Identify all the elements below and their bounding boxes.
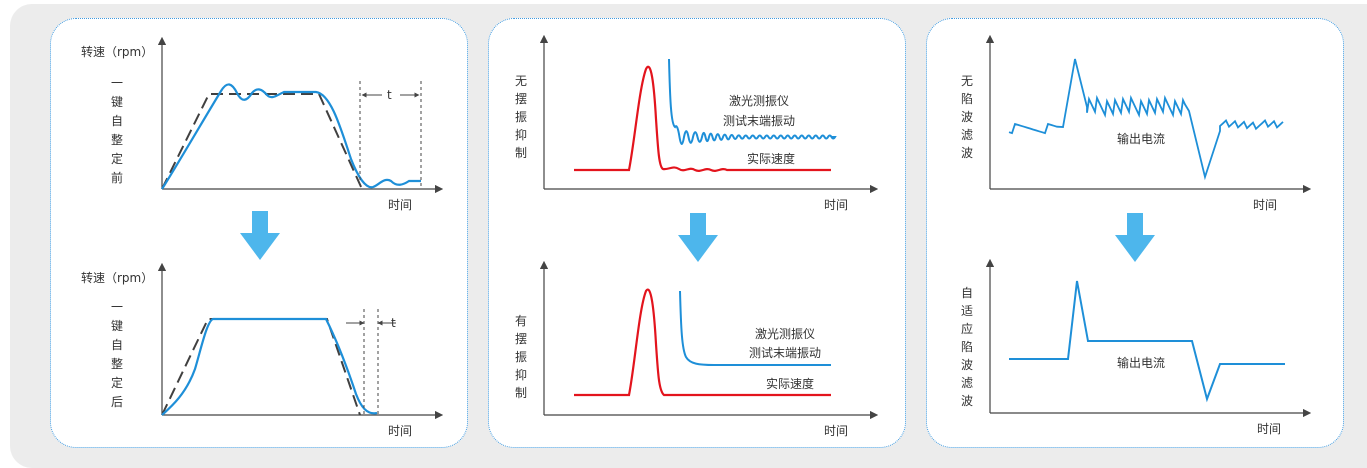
legend-speed: 实际速度 [766,376,814,391]
side-label-char: 整 [111,356,123,371]
y-axis-label: 转速（rpm） [81,270,153,285]
x-axis-label: 时间 [1253,198,1277,212]
actual-speed-curve [161,317,378,416]
side-label-char: 适 [961,304,973,318]
side-label-char: 抑 [515,367,527,382]
x-axis-label: 时间 [388,198,412,212]
side-label-char: 摆 [515,332,527,346]
down-arrow-icon [1115,213,1155,262]
side-label-char: 波 [961,146,973,160]
reference-speed-curve [161,318,361,416]
side-label-char: 键 [111,95,123,109]
side-label-char: 一 [111,76,123,90]
panel-auto-tuning: 转速（rpm） 一键自整定前 时间 t 转速（rpm） 一键自整定后 时间 [50,18,468,448]
side-label-char: 陷 [961,339,973,354]
side-label-char: 振 [515,350,527,364]
y-axis-label: 转速（rpm） [81,44,153,59]
side-label-char: 定 [111,375,123,390]
side-label-char: 摆 [515,92,527,106]
side-label-char: 无 [515,74,527,88]
side-label-char: 陷 [961,91,973,106]
side-label-char: 制 [515,386,527,400]
down-arrow-icon [678,213,718,262]
x-axis-label: 时间 [824,424,848,438]
side-label-char: 波 [961,394,973,408]
side-label-char: 一 [111,300,123,314]
side-label-char: 自 [111,114,123,128]
side-label-char: 后 [111,395,123,409]
side-label-char: 滤 [961,128,973,142]
x-axis-label: 时间 [824,198,848,212]
output-current-label: 输出电流 [1117,355,1165,370]
side-label-char: 滤 [961,376,973,390]
output-current-curve [1009,280,1285,403]
side-label-char: 波 [961,110,973,124]
actual-speed-curve [574,65,831,172]
legend-speed: 实际速度 [747,151,795,166]
x-axis-label: 时间 [388,424,412,438]
panel-notch-filter: 无陷波滤波 时间 输出电流 自适应陷波滤波 时间 输出电流 [926,18,1344,448]
side-label-char: 整 [111,132,123,147]
legend-laser: 激光测振仪 [755,327,815,341]
side-label-char: 抑 [515,127,527,142]
side-label-char: 自 [961,286,973,300]
side-label-char: 前 [111,170,123,185]
side-label-char: 自 [111,338,123,352]
legend-laser: 激光测振仪 [729,94,789,108]
side-label-char: 键 [111,319,123,333]
down-arrow-icon [240,211,280,260]
side-label-char: 波 [961,358,973,372]
side-label-char: 有 [515,314,527,328]
legend-end-vibration: 测试末端振动 [749,345,821,360]
vibration-curve [668,58,837,145]
side-label-char: 无 [961,74,973,88]
side-label-char: 振 [515,110,527,124]
actual-speed-curve [574,288,831,397]
side-label-char: 应 [961,321,973,336]
vibration-curve [679,290,831,366]
t-label: t [391,316,396,330]
legend-end-vibration: 测试末端振动 [723,113,795,128]
output-current-label: 输出电流 [1117,131,1165,146]
x-axis-label: 时间 [1257,422,1281,436]
side-label-char: 制 [515,146,527,160]
actual-speed-curve [161,83,421,190]
panel-swing-suppression: 无摆振抑制 时间 激光测振仪 测试末端振动 实际速度 有摆振抑制 时间 激光测振… [488,18,906,448]
output-current-curve [1008,58,1284,181]
t-label: t [387,88,392,102]
side-label-char: 定 [111,151,123,166]
